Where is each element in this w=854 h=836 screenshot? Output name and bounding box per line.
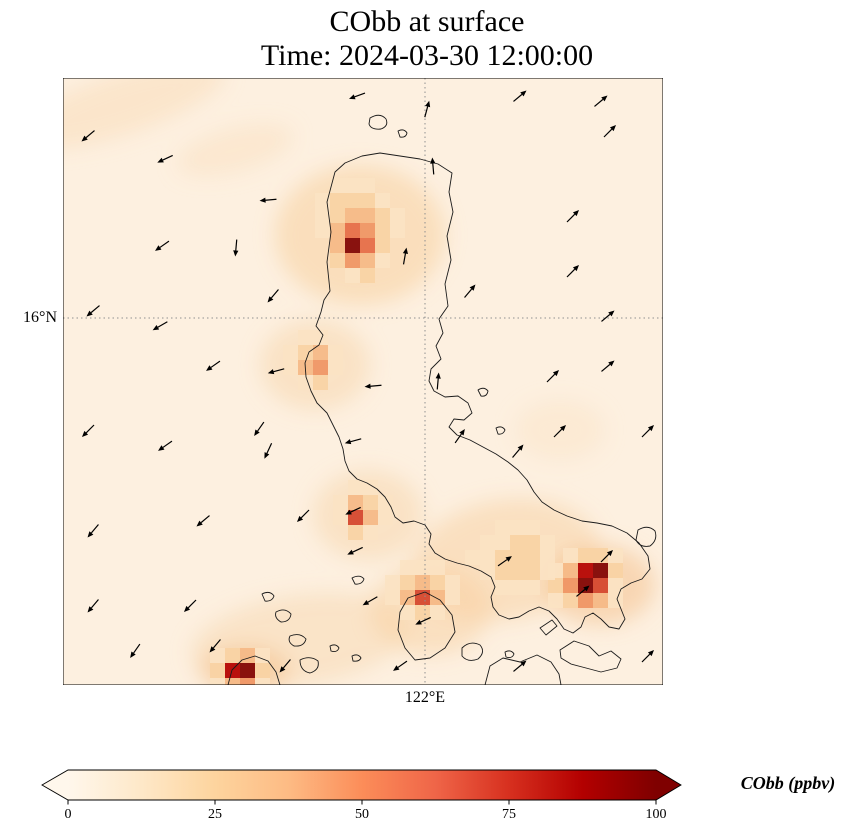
colorbar-label: CObb (ppbv) <box>740 773 836 793</box>
map-canvas <box>63 78 663 685</box>
colorbar: 0 25 50 75 100 <box>41 769 682 822</box>
gridlines <box>63 78 663 685</box>
colorbar-tick-label: 25 <box>208 807 222 822</box>
colorbar-tick-label: 50 <box>355 807 369 822</box>
heat-cells <box>210 178 623 685</box>
lat-tick-label: 16°N <box>23 309 57 326</box>
colorbar-tick-label: 0 <box>65 807 72 822</box>
wind-arrows <box>81 90 655 673</box>
figure-title: CObb at surface <box>329 5 525 38</box>
colorbar-tick-label: 100 <box>646 807 667 822</box>
coastlines <box>227 114 657 685</box>
colorbar-tick-label: 75 <box>502 807 516 822</box>
colorbar-bar <box>41 769 682 801</box>
lon-tick-label: 122°E <box>404 689 446 706</box>
figure-subtitle: Time: 2024-03-30 12:00:00 <box>260 39 594 72</box>
